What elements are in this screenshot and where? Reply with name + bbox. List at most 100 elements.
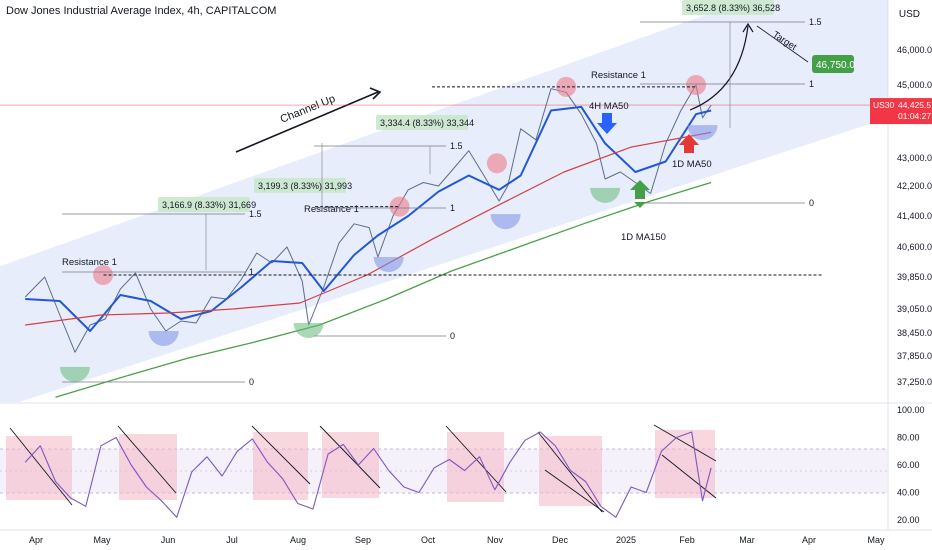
high-marker-4 bbox=[556, 76, 577, 97]
fib-label-4: 0 bbox=[450, 331, 455, 341]
price-tick-8: 39,050.0 bbox=[897, 304, 932, 314]
fib-label-3: 1.5 bbox=[249, 209, 262, 219]
rsi-zone-3 bbox=[253, 432, 308, 500]
ma150-1d-label: 1D MA150 bbox=[621, 232, 666, 243]
resistance-label-1: Resistance 1 bbox=[62, 257, 117, 268]
rsi-plot bbox=[24, 431, 712, 518]
time-tick-3: Jun bbox=[161, 535, 176, 545]
time-tick-13: Apr bbox=[802, 535, 816, 545]
ma150-1d-arrow-tip bbox=[634, 202, 646, 208]
price-tick-5: 41,400.0 bbox=[897, 211, 932, 221]
low-marker-7 bbox=[687, 125, 718, 141]
rsi-tick-4: 40.00 bbox=[897, 488, 920, 498]
channel-arrow-head bbox=[369, 87, 382, 100]
time-tick-6: Sep bbox=[355, 535, 371, 545]
rsi-tick-1: 100.00 bbox=[897, 405, 925, 415]
main-plot bbox=[0, 84, 888, 398]
rsi-tick-2: 80.00 bbox=[897, 433, 920, 443]
time-tick-8: Nov bbox=[487, 535, 504, 545]
rsi-trend-3 bbox=[251, 425, 311, 485]
price-tick-4: 42,200.0 bbox=[897, 181, 932, 191]
target-arrow-head bbox=[742, 22, 754, 33]
rsi-trend-4 bbox=[319, 425, 381, 489]
price-tick-11: 37,250.0 bbox=[897, 377, 932, 387]
price-tick-1: 46,000.0 bbox=[897, 45, 932, 55]
price-tag-value: 44,425.5 bbox=[898, 100, 931, 110]
price-tick-9: 38,450.0 bbox=[897, 328, 932, 338]
measure-label-3: 3,334.4 (8.33%) 33,344 bbox=[380, 118, 474, 128]
measure-box-4 bbox=[682, 0, 774, 15]
chart-title: Dow Jones Industrial Average Index, 4h, … bbox=[6, 5, 277, 17]
rsi-trend-6b bbox=[544, 469, 605, 513]
measure-box-1 bbox=[158, 197, 250, 212]
rsi-zone-7 bbox=[655, 430, 715, 498]
ma50-4h-label: 4H MA50 bbox=[589, 101, 629, 112]
rsi-line-1 bbox=[24, 431, 712, 518]
low-marker-5 bbox=[490, 214, 521, 230]
rsi-zone-2 bbox=[119, 434, 177, 500]
time-tick-11: Feb bbox=[679, 535, 695, 545]
rsi-zone-1 bbox=[6, 436, 72, 500]
fib-label-5: 1 bbox=[450, 203, 455, 213]
target-arrow bbox=[689, 25, 749, 111]
low-marker-3 bbox=[293, 323, 324, 339]
price-tag-box bbox=[870, 98, 932, 125]
currency-label[interactable]: USD bbox=[898, 9, 920, 20]
series-line-3 bbox=[25, 131, 712, 326]
annotation-layer: Resistance 1 Resistance 1 Resistance 1 0 1 1.… bbox=[59, 0, 855, 387]
target-box bbox=[812, 55, 854, 73]
measure-box-2 bbox=[254, 178, 346, 193]
rsi-tick-3: 60.00 bbox=[897, 460, 920, 470]
time-tick-4: Jul bbox=[226, 535, 238, 545]
rsi-trend-1 bbox=[9, 427, 73, 506]
fib-label-7: 0 bbox=[809, 198, 814, 208]
rsi-tick-5: 20.00 bbox=[897, 515, 920, 525]
measure-label-1: 3,166.9 (8.33%) 31,669 bbox=[162, 200, 256, 210]
target-value: 46,750.0 bbox=[816, 60, 855, 71]
resistance-label-2: Resistance 1 bbox=[304, 204, 359, 215]
series-line-4 bbox=[55, 181, 712, 398]
high-marker-2 bbox=[389, 196, 410, 217]
low-marker-1 bbox=[59, 366, 90, 382]
low-marker-2 bbox=[148, 331, 179, 346]
rsi-zone-5 bbox=[447, 432, 504, 502]
high-marker-1 bbox=[93, 265, 114, 285]
time-tick-2: May bbox=[93, 535, 111, 545]
series-line-2 bbox=[25, 105, 712, 332]
time-tick-9: Dec bbox=[552, 535, 569, 545]
fib-label-2: 1 bbox=[249, 267, 254, 277]
high-marker-3 bbox=[486, 153, 507, 174]
rsi-trend-7b bbox=[661, 454, 717, 499]
price-tick-10: 37,850.0 bbox=[897, 351, 932, 361]
rsi-trend-5 bbox=[445, 425, 507, 493]
measure-label-4: 3,652.8 (8.33%) 36,528 bbox=[686, 3, 780, 13]
axis-layer: 46,000.0 45,000.0 43,000.0 42,200.0 41,400.0… bbox=[29, 45, 932, 545]
ma50-1d-arrow bbox=[679, 134, 699, 153]
price-tick-3: 43,000.0 bbox=[897, 153, 932, 163]
fib-label-6: 1.5 bbox=[450, 141, 463, 151]
resistance-label-3: Resistance 1 bbox=[591, 70, 646, 81]
time-tick-7: Oct bbox=[421, 535, 436, 545]
main-pane bbox=[0, 0, 888, 402]
fib-label-1: 0 bbox=[249, 377, 254, 387]
fib-label-9: 1.5 bbox=[809, 17, 822, 27]
rsi-zone-4 bbox=[322, 432, 379, 498]
time-tick-12: Mar bbox=[739, 535, 755, 545]
time-tick-5: Aug bbox=[290, 535, 306, 545]
ma150-1d-arrow bbox=[630, 180, 650, 199]
channel-arrow bbox=[235, 91, 379, 153]
price-tick-6: 40,600.0 bbox=[897, 242, 932, 252]
ma50-1d-label: 1D MA50 bbox=[672, 159, 712, 170]
time-tick-10: 2025 bbox=[616, 535, 636, 545]
measure-box-3 bbox=[376, 115, 468, 130]
rsi-trend-6a bbox=[537, 431, 603, 513]
rsi-trend-7a bbox=[653, 424, 717, 462]
high-marker-5 bbox=[686, 75, 706, 95]
price-tag-symbol: US30 bbox=[873, 100, 895, 110]
low-marker-6 bbox=[590, 187, 621, 203]
time-tick-1: Apr bbox=[29, 535, 43, 545]
price-tick-7: 39,850.0 bbox=[897, 272, 932, 282]
price-tick-2: 45,000.0 bbox=[897, 80, 932, 90]
target-line bbox=[756, 25, 809, 63]
